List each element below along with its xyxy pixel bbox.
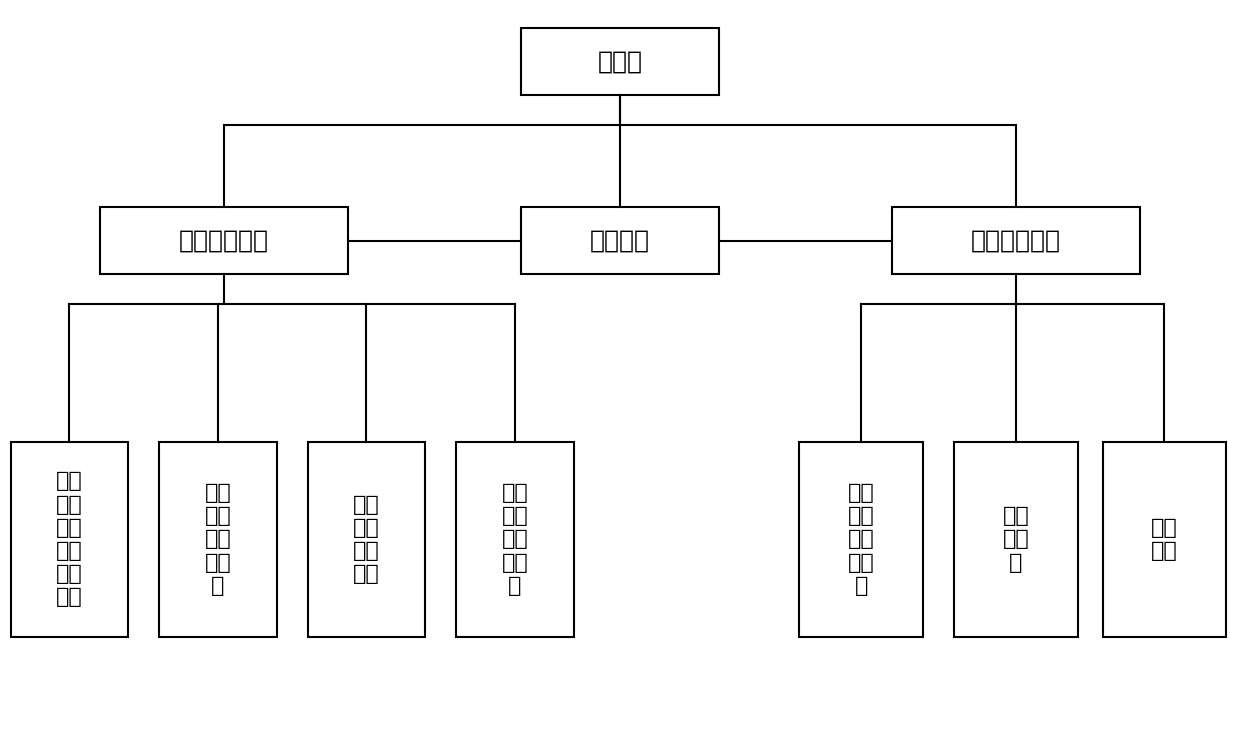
Text: 脑外
伤模
块: 脑外 伤模 块 xyxy=(1002,506,1029,572)
FancyBboxPatch shape xyxy=(1102,442,1226,637)
Text: 模型主体: 模型主体 xyxy=(590,229,650,253)
FancyBboxPatch shape xyxy=(521,28,719,94)
Text: 胸腔
枪伤
穿刺
伤模
块: 胸腔 枪伤 穿刺 伤模 块 xyxy=(205,483,232,596)
Text: 上呼
吸道
梗阻
模块: 上呼 吸道 梗阻 模块 xyxy=(353,494,379,584)
FancyBboxPatch shape xyxy=(308,442,425,637)
FancyBboxPatch shape xyxy=(800,442,923,637)
Text: 交界
部位
大出
血模
块: 交界 部位 大出 血模 块 xyxy=(501,483,528,596)
FancyBboxPatch shape xyxy=(159,442,277,637)
FancyBboxPatch shape xyxy=(456,442,574,637)
Text: 基础伤情模块: 基础伤情模块 xyxy=(179,229,269,253)
Text: 腹部
外伤
肠外
露模
块: 腹部 外伤 肠外 露模 块 xyxy=(848,483,874,596)
FancyBboxPatch shape xyxy=(954,442,1078,637)
Text: 控制器: 控制器 xyxy=(598,50,642,74)
Text: 输液
模块: 输液 模块 xyxy=(1151,518,1178,561)
Text: 四肢
动静
脉大
出血
伤情
模块: 四肢 动静 脉大 出血 伤情 模块 xyxy=(56,472,83,608)
Text: 增强伤情模块: 增强伤情模块 xyxy=(971,229,1061,253)
FancyBboxPatch shape xyxy=(100,207,347,274)
FancyBboxPatch shape xyxy=(893,207,1140,274)
FancyBboxPatch shape xyxy=(521,207,719,274)
FancyBboxPatch shape xyxy=(11,442,128,637)
